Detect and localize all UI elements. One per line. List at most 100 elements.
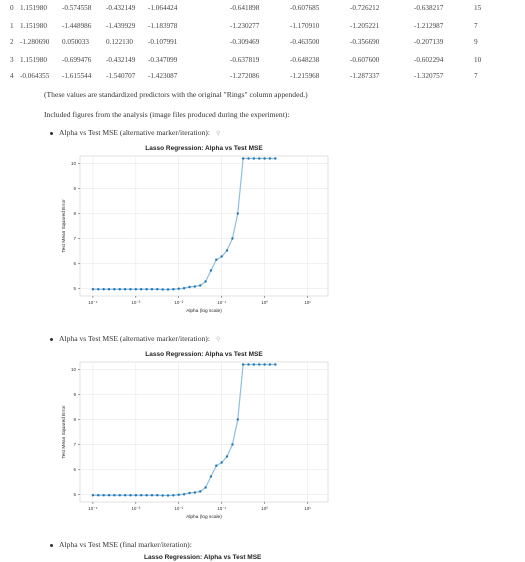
data-point (225, 455, 229, 458)
table-note: (These values are standardized predictor… (44, 90, 308, 99)
data-point (247, 363, 250, 366)
data-point (188, 491, 191, 495)
rings-cell: 15 (474, 4, 482, 12)
data-point (236, 212, 239, 215)
link-icon[interactable]: ⚲ (215, 131, 221, 137)
table-cell: -0.064355 (20, 72, 50, 80)
y-tick-label: 7 (73, 236, 76, 241)
table-cell: -1.272086 (230, 72, 260, 80)
x-tick-label: 10¹ (304, 300, 311, 305)
figure-bullet-1: Alpha vs Test MSE (alternative marker/it… (50, 128, 220, 137)
data-point (220, 255, 223, 258)
data-point (156, 494, 159, 497)
table-cell: -1.448986 (62, 22, 92, 30)
data-point (258, 363, 261, 366)
table-cell: -1.205221 (350, 22, 380, 30)
table-cell: -0.607685 (290, 4, 320, 12)
x-tick-label: 10⁰ (261, 300, 268, 305)
x-tick-label: 10⁻¹ (217, 300, 226, 305)
bullet-dot (50, 337, 53, 341)
rings-cell: 10 (474, 56, 482, 64)
data-point (193, 491, 197, 494)
data-point (241, 363, 245, 366)
row-index: 2 (10, 38, 14, 46)
data-point (263, 363, 266, 366)
table-cell: -0.602294 (414, 56, 444, 64)
x-tick-label: 10¹ (304, 506, 311, 511)
y-tick-label: 7 (73, 442, 76, 447)
data-point (91, 494, 95, 497)
x-tick-label: 10⁻¹ (217, 506, 226, 511)
data-point (102, 288, 105, 291)
data-point (123, 288, 127, 291)
bullet-dot (50, 131, 53, 135)
data-point (139, 288, 143, 291)
row-index: 4 (10, 72, 14, 80)
table-cell: -1.540707 (106, 72, 136, 80)
data-point (113, 288, 116, 291)
data-point (236, 418, 239, 421)
x-axis-label: Alpha (log scale) (186, 308, 222, 314)
table-cell: -1.064424 (148, 4, 178, 12)
table-row: 3 1.151980 -0.699476 -0.432149 -0.347099 -0.6… (0, 56, 525, 70)
table-cell: -0.432149 (106, 56, 136, 64)
data-point (263, 157, 266, 160)
rings-cell: 7 (474, 22, 478, 30)
data-point (145, 288, 148, 291)
y-tick-label: 10 (71, 161, 77, 166)
data-point (97, 494, 100, 497)
row-index: 0 (10, 4, 14, 12)
data-point (166, 288, 170, 291)
figures-intro: Included figures from the analysis (imag… (44, 110, 290, 119)
data-point (274, 157, 277, 160)
table-cell: -0.347099 (148, 56, 178, 64)
data-point (97, 288, 100, 291)
table-cell: -0.309469 (230, 38, 260, 46)
data-point (220, 461, 223, 464)
data-point (204, 486, 207, 489)
data-point (134, 288, 138, 291)
table-cell: -0.574558 (62, 4, 92, 12)
table-cell: -0.638217 (414, 4, 444, 12)
table-cell: -1.439929 (106, 22, 136, 30)
data-point (145, 494, 148, 497)
table-cell: -0.207139 (414, 38, 444, 46)
data-point (156, 288, 159, 291)
data-point (134, 494, 138, 497)
x-tick-label: 10⁰ (261, 506, 268, 511)
table-cell: -0.107991 (148, 38, 178, 46)
y-tick-label: 5 (73, 492, 76, 497)
x-axis-label: Alpha (log scale) (186, 514, 222, 520)
figure-caption: Alpha vs Test MSE (alternative marker/it… (59, 128, 210, 137)
figure-bullet-2: Alpha vs Test MSE (alternative marker/it… (50, 334, 220, 343)
link-icon[interactable]: ⚲ (215, 337, 221, 343)
data-point (274, 363, 277, 366)
bullet-dot (50, 543, 53, 547)
table-cell: -0.699476 (62, 56, 92, 64)
lasso-chart-1: Lasso Regression: Alpha vs Test MSE 10⁻⁴ 1… (61, 145, 329, 314)
x-tick-label: 10⁻⁴ (88, 300, 97, 305)
data-point (247, 157, 250, 160)
y-tick-label: 6 (73, 467, 76, 472)
data-point (204, 280, 207, 283)
table-cell: -0.356690 (350, 38, 380, 46)
table-cell: -0.648238 (290, 56, 320, 64)
y-tick-label: 9 (73, 186, 76, 191)
data-point (268, 157, 272, 160)
table-cell: -0.607600 (350, 56, 380, 64)
table-row: 1 1.151980 -1.448986 -1.439929 -1.183978 -1.2… (0, 22, 525, 36)
x-tick-label: 10⁻³ (131, 506, 140, 511)
table-row: 2 -1.280690 0.050033 0.122130 -0.107991 -0.30… (0, 38, 525, 52)
data-point (231, 443, 234, 446)
table-cell: -1.423087 (148, 72, 178, 80)
data-point (118, 494, 121, 497)
table-cell: -0.432149 (106, 4, 136, 12)
data-point (199, 284, 202, 287)
figure-caption: Alpha vs Test MSE (final marker/iteratio… (59, 540, 192, 549)
data-point (139, 494, 143, 497)
y-axis-label: Test Mean Squared Error (61, 199, 67, 253)
table-cell: -1.170910 (290, 22, 320, 30)
table-cell: 1.151980 (20, 4, 47, 12)
data-point (161, 288, 164, 291)
data-point (241, 157, 245, 160)
